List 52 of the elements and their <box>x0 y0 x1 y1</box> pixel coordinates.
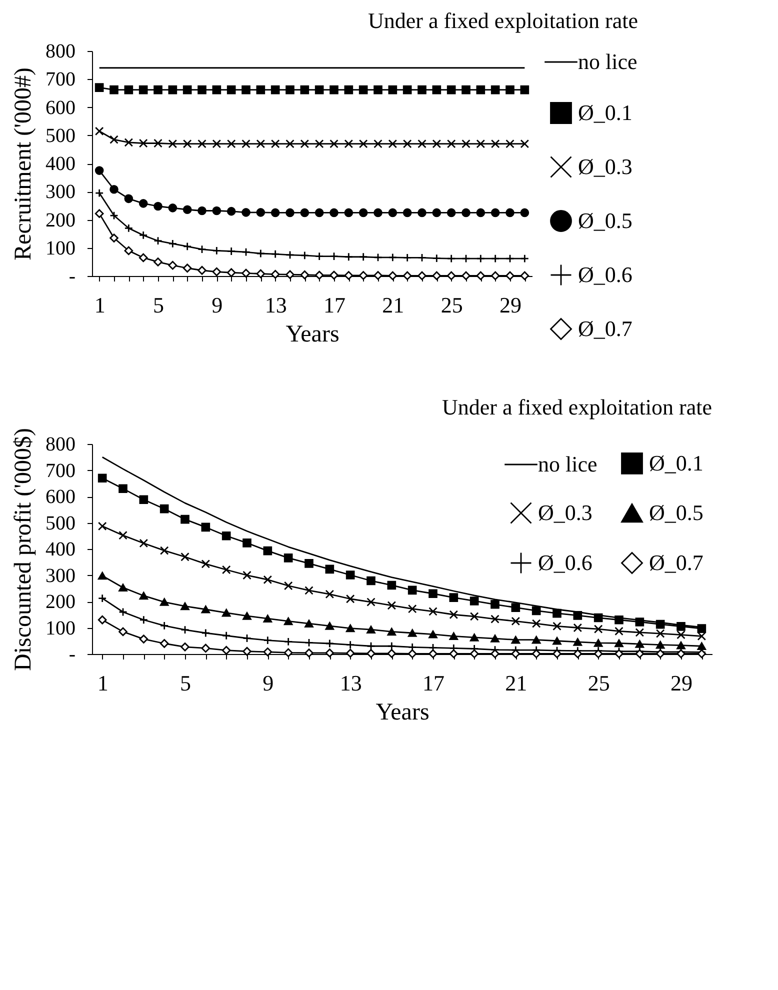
x-tick-label: 9 <box>212 292 223 318</box>
y-tick-label: 300 <box>46 564 76 587</box>
x-tick-label: 29 <box>500 292 522 318</box>
legend-label: Ø_0.1 <box>649 450 704 476</box>
legend-label: Ø_0.5 <box>649 500 704 525</box>
y-axis-title: Recruitment ('000#) <box>10 68 36 260</box>
legend-label: Ø_0.6 <box>538 550 592 575</box>
x-tick-label: 25 <box>588 670 610 696</box>
y-axis-title: Discounted profit ('000$) <box>10 428 36 671</box>
x-tick-label: 17 <box>324 292 346 318</box>
x-tick-label: 5 <box>153 292 164 318</box>
x-tick-label: 21 <box>505 670 528 696</box>
x-axis-title: Years <box>376 700 430 726</box>
y-tick-label: - <box>68 266 76 288</box>
y-tick-label: 200 <box>46 209 76 232</box>
x-tick-label: 21 <box>382 292 404 318</box>
y-tick-label: 100 <box>46 617 76 640</box>
x-tick-label: 29 <box>670 670 692 696</box>
y-tick-label: 800 <box>46 40 76 62</box>
x-axis-title: Years <box>286 322 340 348</box>
chart-title: Under a fixed exploitation rate <box>442 394 712 420</box>
legend-label: no lice <box>538 452 598 476</box>
y-tick-label: 400 <box>46 538 76 560</box>
y-tick-label: 400 <box>46 153 76 175</box>
y-tick-label: 500 <box>46 124 76 147</box>
legend-label: Ø_0.3 <box>578 154 632 179</box>
y-tick-label: 600 <box>46 96 76 119</box>
legend-label: no lice <box>578 49 638 74</box>
x-tick-label: 5 <box>180 670 191 696</box>
legend-label: Ø_0.7 <box>649 550 704 575</box>
x-tick-label: 13 <box>264 292 287 318</box>
y-tick-label: 700 <box>46 68 76 91</box>
x-tick-label: 1 <box>94 292 106 318</box>
legend-label: Ø_0.7 <box>578 316 632 341</box>
x-tick-label: 17 <box>422 670 444 696</box>
legend-label: Ø_0.6 <box>578 262 632 287</box>
y-tick-label: 800 <box>46 434 76 456</box>
y-tick-label: 300 <box>46 181 76 204</box>
x-tick-label: 1 <box>97 670 108 696</box>
x-tick-label: 25 <box>440 292 463 318</box>
legend-label: Ø_0.1 <box>578 100 632 125</box>
y-tick-label: 600 <box>46 486 76 508</box>
x-tick-label: 13 <box>340 670 362 696</box>
y-tick-label: 100 <box>46 237 76 260</box>
legend-label: Ø_0.5 <box>578 208 632 233</box>
legend-label: Ø_0.3 <box>538 500 592 525</box>
y-tick-label: 500 <box>46 512 76 534</box>
y-tick-label: - <box>68 644 76 666</box>
x-tick-label: 9 <box>262 670 274 696</box>
y-tick-label: 200 <box>46 591 76 613</box>
y-tick-label: 700 <box>46 460 76 482</box>
chart-title: Under a fixed exploitation rate <box>368 8 638 33</box>
